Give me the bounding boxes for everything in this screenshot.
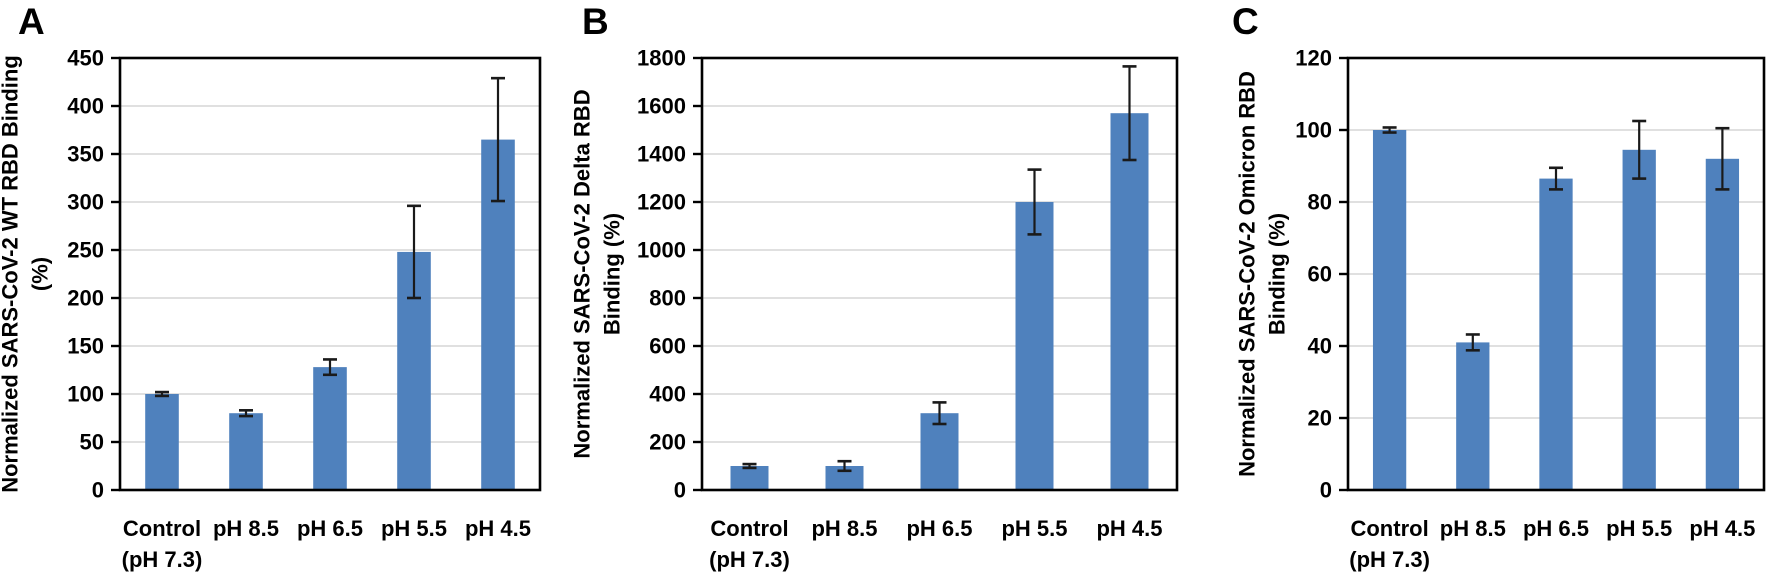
y-axis-title: Normalized SARS-CoV-2 WT RBD Binding [0, 55, 22, 493]
x-tick-label: Control [710, 516, 788, 541]
y-axis-title: Normalized SARS-CoV-2 Delta RBD [569, 89, 594, 458]
chart-panel-a: 0 50 100 150 200 250 300 350 400 450 Control (pH 7.… [0, 45, 542, 572]
y-axis-title: Binding (%) [599, 213, 624, 335]
bar-pH 4.5 [1110, 113, 1149, 490]
bar-pH 5.5 [1015, 202, 1054, 490]
y-tick-label: 200 [67, 285, 104, 310]
y-axis-title: (%) [27, 257, 52, 291]
y-tick-label: 1200 [637, 189, 686, 214]
y-tick-label: 150 [67, 333, 104, 358]
y-tick-label: 400 [67, 93, 104, 118]
panel-label-a: A [18, 1, 46, 42]
y-tick-label: 350 [67, 141, 104, 166]
y-tick-label: 1400 [637, 141, 686, 166]
y-tick-label: 1000 [637, 237, 686, 262]
y-tick-label: 40 [1308, 333, 1332, 358]
x-tick-label: pH 8.5 [213, 516, 279, 541]
y-tick-label: 200 [649, 429, 686, 454]
y-tick-label: 50 [80, 429, 104, 454]
x-tick-label: (pH 7.3) [1349, 547, 1430, 572]
y-tick-label: 400 [649, 381, 686, 406]
x-tick-label: pH 8.5 [1440, 516, 1506, 541]
chart-panel-c: 0 20 40 60 80 100 120 Control (pH 7.3) pH 8.5 pH 6… [1234, 45, 1766, 572]
y-tick-label: 450 [67, 45, 104, 70]
x-tick-label: Control [1350, 516, 1428, 541]
y-tick-label: 80 [1308, 189, 1332, 214]
y-tick-label: 100 [1295, 117, 1332, 142]
bar-pH 6.5 [920, 413, 959, 490]
bar-Control [145, 394, 179, 490]
y-tick-label: 300 [67, 189, 104, 214]
y-tick-label: 600 [649, 333, 686, 358]
y-tick-label: 0 [674, 477, 686, 502]
y-tick-label: 1800 [637, 45, 686, 70]
panel-label-b: B [582, 1, 610, 42]
panel-label-c: C [1232, 1, 1260, 42]
bar-pH 4.5 [1705, 158, 1740, 491]
x-tick-label: pH 4.5 [465, 516, 531, 541]
bar-pH 8.5 [1456, 342, 1490, 490]
bar-Control [730, 466, 769, 490]
plot-frame [700, 56, 1179, 492]
x-tick-label: pH 6.5 [906, 516, 972, 541]
bar-Control [1372, 130, 1407, 490]
y-axis-title: Binding (%) [1264, 213, 1289, 335]
x-tick-label: pH 6.5 [297, 516, 363, 541]
x-tick-label: pH 8.5 [811, 516, 877, 541]
x-tick-label: pH 5.5 [1606, 516, 1672, 541]
x-tick-label: (pH 7.3) [709, 547, 790, 572]
x-tick-label: pH 4.5 [1096, 516, 1162, 541]
bar-pH 6.5 [1539, 178, 1573, 490]
y-tick-label: 20 [1308, 405, 1332, 430]
y-tick-label: 0 [1320, 477, 1332, 502]
y-tick-label: 800 [649, 285, 686, 310]
y-tick-label: 250 [67, 237, 104, 262]
x-tick-label: pH 5.5 [381, 516, 447, 541]
y-tick-label: 0 [92, 477, 104, 502]
x-tick-label: (pH 7.3) [122, 547, 203, 572]
bar-pH 5.5 [1622, 149, 1656, 491]
bar-pH 6.5 [313, 367, 347, 490]
y-axis-title: Normalized SARS-CoV-2 Omicron RBD [1234, 71, 1259, 477]
x-tick-label: pH 5.5 [1001, 516, 1067, 541]
plot-frame [118, 56, 542, 492]
y-tick-label: 100 [67, 381, 104, 406]
x-tick-label: pH 6.5 [1523, 516, 1589, 541]
chart-panel-b: 0 200 400 600 800 1000 1200 1400 1600 1800 Control… [569, 45, 1179, 572]
x-tick-label: Control [123, 516, 201, 541]
bar-pH 8.5 [229, 413, 263, 490]
y-tick-label: 60 [1308, 261, 1332, 286]
y-tick-label: 1600 [637, 93, 686, 118]
y-tick-label: 120 [1295, 45, 1332, 70]
x-tick-label: pH 4.5 [1689, 516, 1755, 541]
